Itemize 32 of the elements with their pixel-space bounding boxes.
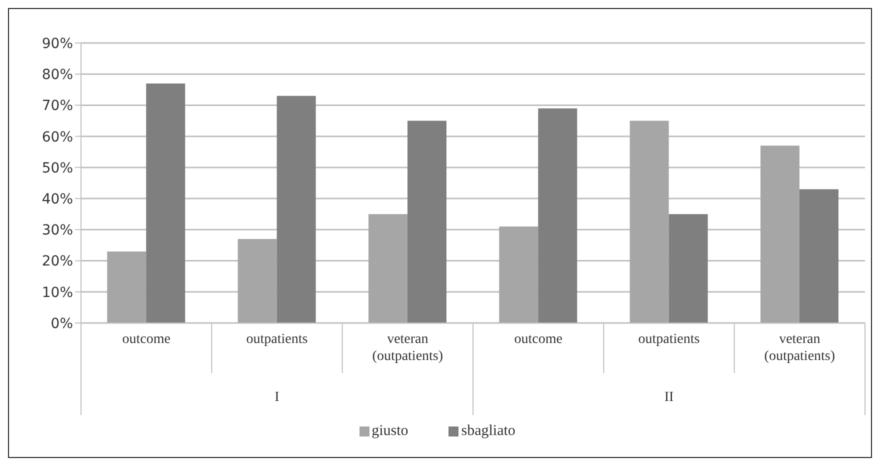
- x-tick-label: outpatients: [638, 332, 700, 347]
- bar: [668, 214, 708, 323]
- bar: [276, 96, 316, 323]
- bar: [407, 120, 446, 323]
- bar: [538, 108, 578, 323]
- y-tick-label: 70%: [42, 98, 73, 114]
- bar: [107, 251, 146, 323]
- y-tick-label: 20%: [42, 254, 73, 270]
- x-tick-label: veteran (outpatients): [764, 332, 836, 364]
- y-tick-label: 30%: [42, 222, 73, 239]
- x-tick-label: outpatients: [246, 332, 308, 347]
- bar: [760, 146, 800, 323]
- y-tick-label: 90%: [42, 36, 73, 52]
- bar: [368, 214, 408, 323]
- y-tick-label: 10%: [42, 284, 73, 301]
- y-tick-label: 0%: [50, 316, 73, 332]
- x-tick-label: outcome: [122, 332, 170, 347]
- bar: [630, 120, 669, 323]
- x-tick-label: veteran (outpatients): [372, 332, 444, 364]
- bar: [238, 239, 277, 323]
- legend-label: giusto: [372, 423, 408, 440]
- y-tick-label: 40%: [42, 192, 73, 208]
- y-tick-label: 80%: [42, 67, 73, 84]
- y-tick-label: 50%: [42, 160, 73, 176]
- y-tick-label: 60%: [42, 129, 73, 146]
- bar: [146, 83, 186, 323]
- text: I: [274, 390, 280, 405]
- x-tick-label: outcome: [514, 332, 562, 347]
- bar: [799, 189, 838, 323]
- text: II: [664, 390, 674, 405]
- legend-label: sbagliato: [461, 423, 516, 440]
- bar: [499, 226, 538, 323]
